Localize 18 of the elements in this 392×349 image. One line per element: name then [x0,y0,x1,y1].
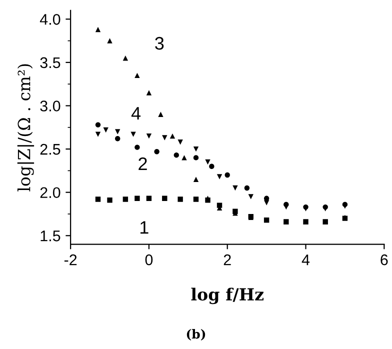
y-tick-label: 3.0 [40,100,60,112]
x-axis-title: log f/Hz [191,288,264,304]
y-tick-label: 2.0 [40,187,60,198]
y-tick-label: 4.0 [40,14,60,25]
y-tick-label: 2.5 [40,144,60,155]
series-label: 3 [155,36,164,50]
x-tick-label: 4 [302,254,310,266]
text: (b) [186,329,206,340]
y-tick-label: 1.5 [40,230,60,242]
series-label: 2 [138,157,147,170]
x-tick-label: 2 [224,254,231,266]
series-label: 4 [131,107,141,120]
x-tick-label: -2 [64,254,77,266]
x-tick-label: 6 [380,254,388,266]
y-axis-title: log|Z|/(Ω . cm²) [17,64,34,192]
series-label: 1 [140,221,148,234]
y-tick-label: 3.5 [40,57,60,68]
x-tick-label: 0 [145,254,153,266]
